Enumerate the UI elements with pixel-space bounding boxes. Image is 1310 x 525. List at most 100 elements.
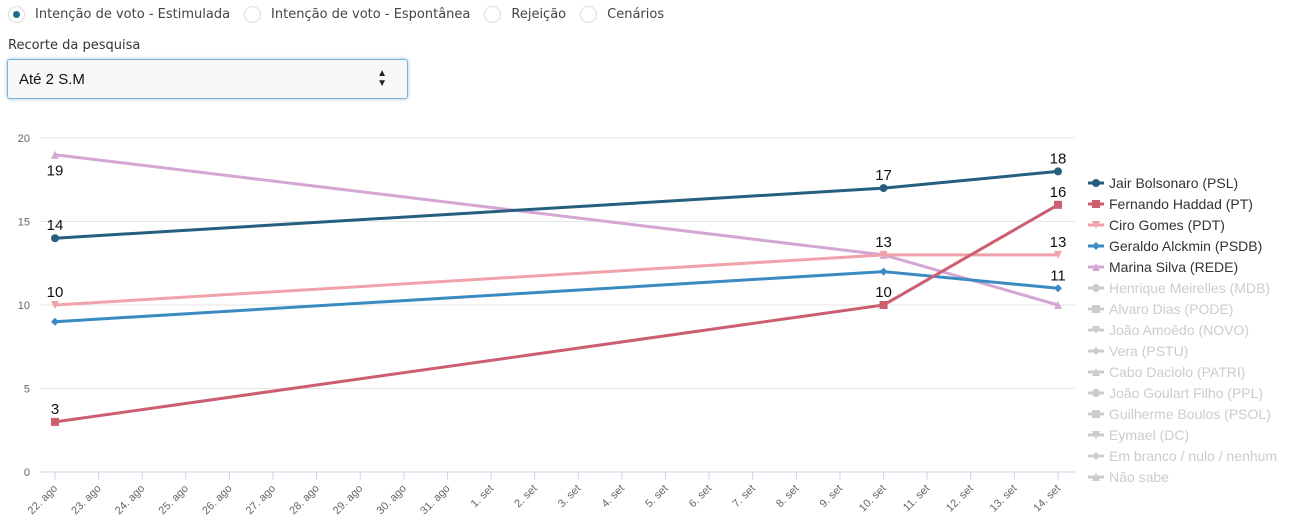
legend-item[interactable]: Guilherme Boulos (PSOL) [1088,403,1277,424]
legend-label: João Goulart Filho (PPL) [1109,384,1264,401]
legend-item[interactable]: Marina Silva (REDE) [1088,256,1277,277]
radio-cenarios[interactable]: Cenários [580,5,664,23]
data-label: 13 [875,234,892,251]
x-tick-label: 10. set [857,483,889,515]
legend-label: Marina Silva (REDE) [1109,258,1239,275]
radio-label: Intenção de voto - Estimulada [35,6,231,22]
legend-item[interactable]: Geraldo Alckmin (PSDB) [1088,235,1277,256]
data-point [1092,262,1100,271]
legend-item[interactable]: Vera (PSTU) [1088,340,1277,361]
legend-item[interactable]: João Goulart Filho (PPL) [1088,382,1277,403]
x-tick-label: 3. set [556,483,584,511]
poll-type-radio-group: Intenção de voto - Estimulada Intenção d… [8,2,678,26]
data-point [51,234,59,243]
legend-item[interactable]: Não sabe [1088,466,1277,487]
legend-label: Eymael (DC) [1109,426,1190,443]
data-point [1092,388,1100,397]
data-point [1092,367,1100,376]
x-tick-label: 14. set [1031,483,1063,515]
legend-label: João Amoêdo (NOVO) [1109,321,1250,338]
series-jair-bolsonaro-psl [51,167,1062,243]
radio-label: Intenção de voto - Espontânea [271,6,471,22]
legend-symbol-icon [1088,178,1104,187]
data-point [1092,346,1100,355]
legend-item[interactable]: Cabo Daciolo (PATRI) [1088,361,1277,382]
legend-item[interactable]: Henrique Meirelles (MDB) [1088,277,1277,298]
legend-symbol-icon [1088,325,1104,334]
x-tick-label: 29. ago [331,483,365,517]
radio-label: Rejeição [511,6,567,22]
data-label: 14 [47,217,64,234]
radio-circle[interactable] [244,5,262,23]
data-label: 10 [47,284,64,301]
legend-symbol-icon [1088,220,1104,229]
data-point [1092,304,1100,313]
y-tick-label: 20 [18,133,30,145]
legend-item[interactable]: João Amoêdo (NOVO) [1088,319,1277,340]
legend-symbol-icon [1088,472,1104,481]
x-tick-label: 8. set [774,483,802,511]
data-point [879,184,888,193]
data-point [51,317,59,326]
legend-item[interactable]: Em branco / nulo / nenhum [1088,445,1277,466]
x-tick-label: 22. ago [26,483,60,517]
data-label: 10 [875,284,892,301]
data-point [1092,283,1100,292]
data-point [1054,200,1062,209]
data-point [879,267,888,276]
data-point [1092,472,1100,481]
legend-item[interactable]: Jair Bolsonaro (PSL) [1088,172,1277,193]
data-point [1054,301,1062,309]
legend-item[interactable]: Fernando Haddad (PT) [1088,193,1277,214]
x-tick-label: 27. ago [244,483,278,517]
chart-legend: Jair Bolsonaro (PSL) Fernando Haddad (PT)… [1088,172,1277,487]
radio-espontanea[interactable]: Intenção de voto - Espontânea [244,5,471,23]
x-tick-label: 31. ago [418,483,452,517]
legend-label: Geraldo Alckmin (PSDB) [1109,237,1263,254]
legend-item[interactable]: Alvaro Dias (PODE) [1088,298,1277,319]
x-tick-label: 1. set [469,483,497,511]
legend-label: Não sabe [1109,468,1169,485]
data-label: 13 [1050,234,1067,251]
legend-label: Cabo Daciolo (PATRI) [1109,363,1246,380]
radio-circle[interactable] [8,5,25,23]
legend-label: Ciro Gomes (PDT) [1109,216,1225,233]
legend-symbol-icon [1088,409,1104,418]
legend-label: Em branco / nulo / nenhum [1109,447,1278,464]
legend-label: Alvaro Dias (PODE) [1109,300,1234,317]
legend-label: Fernando Haddad (PT) [1109,195,1253,212]
legend-item[interactable]: Eymael (DC) [1088,424,1277,445]
filter-select[interactable]: Até 2 S.M ▲ ▼ [7,59,408,99]
legend-symbol-icon [1088,283,1104,292]
radio-circle[interactable] [484,5,502,23]
data-point [51,417,59,426]
legend-item[interactable]: Ciro Gomes (PDT) [1088,214,1277,235]
data-label: 11 [1050,267,1066,284]
legend-symbol-icon [1088,262,1104,271]
data-label: 16 [1050,184,1067,201]
y-tick-label: 0 [24,467,30,479]
data-point [1092,220,1100,229]
x-tick-label: 2. set [512,483,540,511]
data-label: 18 [1050,150,1067,167]
legend-label: Vera (PSTU) [1109,342,1189,359]
data-label: 3 [51,401,59,418]
legend-symbol-icon [1088,241,1104,250]
x-tick-label: 26. ago [200,483,234,517]
filter-selected-value: Até 2 S.M [19,70,85,88]
data-point [1092,409,1100,418]
x-tick-label: 9. set [818,483,846,511]
series-line [54,169,1059,240]
data-point [1054,284,1062,293]
data-point [1092,241,1100,250]
data-point [1054,250,1062,259]
series-ciro-gomes-pdt [51,250,1062,309]
x-tick-label: 25. ago [157,483,191,517]
radio-estimulada[interactable]: Intenção de voto - Estimulada [8,5,231,23]
y-tick-label: 5 [24,384,30,396]
y-tick-label: 10 [18,300,30,312]
radio-circle[interactable] [580,5,598,23]
radio-rejeicao[interactable]: Rejeição [484,5,567,23]
data-point [1054,167,1062,176]
data-point [1092,199,1100,208]
